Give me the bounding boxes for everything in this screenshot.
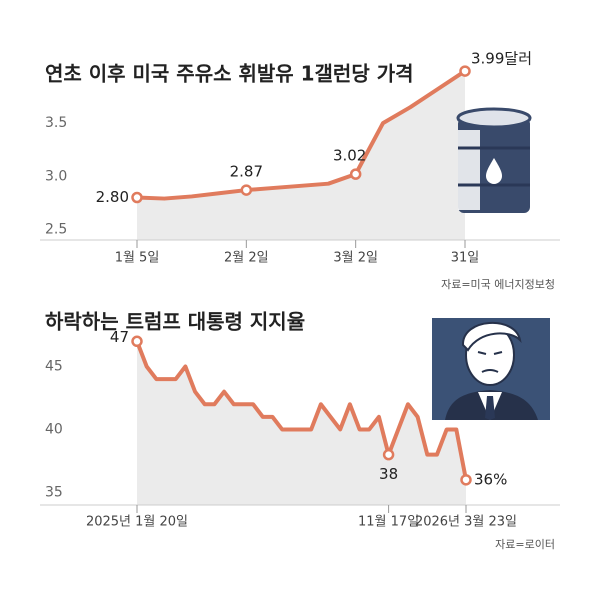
x-tick-label: 1월 5일	[115, 251, 160, 266]
series-area	[137, 341, 466, 505]
source-note: 자료=로이터	[495, 538, 555, 551]
value-label: 47	[110, 328, 129, 346]
x-tick-label: 2026년 3월 23일	[415, 515, 517, 530]
series-line	[136, 69, 467, 201]
oil-barrel-icon	[456, 107, 532, 213]
y-tick-label: 2.5	[45, 221, 67, 237]
value-label: 3.02	[333, 147, 366, 165]
point-marker	[240, 184, 253, 196]
portrait-icon	[432, 318, 550, 420]
x-tick-label: 2025년 1월 20일	[86, 515, 188, 530]
point-marker	[131, 335, 143, 348]
series-line	[135, 340, 468, 481]
y-tick-label: 40	[45, 421, 63, 437]
value-label: 38	[379, 465, 398, 483]
y-tick-label: 3.0	[45, 168, 67, 184]
source-note: 자료=미국 에너지정보청	[441, 278, 555, 291]
value-label: 2.87	[230, 163, 263, 181]
x-tick-label: 3월 2일	[333, 251, 378, 266]
value-label: 3.99달러	[471, 50, 532, 68]
point-marker	[460, 474, 472, 486]
x-tick-label: 31일	[451, 251, 480, 266]
y-tick-label: 45	[45, 358, 63, 374]
chart-title: 하락하는 트럼프 대통령 지지율	[45, 310, 305, 334]
value-label: 2.80	[96, 188, 129, 206]
chart-title: 연초 이후 미국 주유소 휘발유 1갤런당 가격	[45, 62, 414, 86]
series-area	[137, 71, 465, 240]
point-marker	[349, 168, 362, 180]
x-tick-label: 2월 2일	[224, 251, 269, 266]
x-tick-label: 11월 17일	[358, 515, 419, 530]
y-tick-label: 35	[45, 484, 63, 500]
point-marker	[459, 65, 471, 77]
point-marker	[382, 448, 395, 461]
point-marker	[131, 191, 143, 204]
y-tick-label: 3.5	[45, 115, 67, 131]
value-label: 36%	[474, 470, 507, 488]
